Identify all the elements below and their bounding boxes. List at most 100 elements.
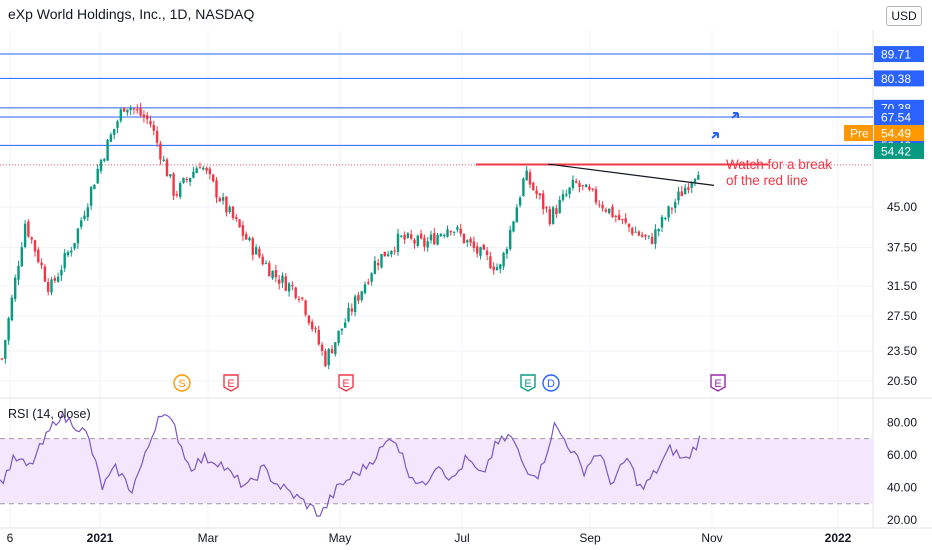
candle-body-28 xyxy=(93,184,96,190)
candle-body-17 xyxy=(56,276,60,282)
candle-189 xyxy=(624,213,627,225)
candle-body-136 xyxy=(449,230,452,233)
trend-line xyxy=(547,163,715,186)
candle-body-64 xyxy=(212,174,215,182)
candle-body-155 xyxy=(512,221,515,232)
candle-191 xyxy=(631,226,634,236)
time-tick-2: Mar xyxy=(198,531,219,545)
candle-105 xyxy=(347,302,350,323)
candle-body-42 xyxy=(139,107,142,116)
candle-body-7 xyxy=(23,223,27,247)
price-tick-2: 27.50 xyxy=(887,309,917,323)
candle-78 xyxy=(258,246,261,259)
candle-104 xyxy=(344,318,347,329)
candle-body-11 xyxy=(37,249,40,263)
candle-body-126 xyxy=(416,235,419,246)
candle-body-116 xyxy=(383,251,386,257)
candle-9 xyxy=(30,236,33,244)
candle-26 xyxy=(86,203,89,222)
candle-body-117 xyxy=(386,254,390,257)
candle-159 xyxy=(525,166,528,181)
candle-body-38 xyxy=(126,109,129,113)
candle-body-102 xyxy=(337,330,340,343)
axes: 20.50 23.50 27.50 31.50 37.50 45.00 6 2021 Mar Ma… xyxy=(7,200,918,545)
candle-33 xyxy=(109,132,113,143)
candle-95 xyxy=(314,326,317,334)
candle-112 xyxy=(370,272,373,286)
candle-75 xyxy=(248,236,251,242)
candle-body-132 xyxy=(436,235,439,245)
candle-160 xyxy=(528,169,532,189)
candle-18 xyxy=(60,265,63,281)
time-tick-3: May xyxy=(329,531,352,545)
candle-126 xyxy=(416,234,419,248)
event-marker-letter-0: S xyxy=(178,378,185,390)
candle-body-205 xyxy=(677,191,680,201)
candle-102 xyxy=(337,330,340,346)
candle-164 xyxy=(542,190,545,215)
candle-43 xyxy=(142,110,146,123)
candle-99 xyxy=(327,347,330,370)
candle-16 xyxy=(53,275,56,284)
candle-168 xyxy=(555,204,558,219)
candle-body-54 xyxy=(179,183,182,197)
candle-body-32 xyxy=(106,139,109,161)
rsi-tick-2: 40.00 xyxy=(887,480,917,494)
annotation-text: Watch for a break of the red line xyxy=(726,157,832,189)
candle-body-40 xyxy=(132,108,136,110)
candle-66 xyxy=(218,196,221,203)
candle-171 xyxy=(565,189,568,198)
candle-body-52 xyxy=(172,173,175,196)
candle-body-200 xyxy=(660,216,664,228)
candle-body-26 xyxy=(86,207,89,218)
candle-72 xyxy=(238,218,241,228)
candle-body-164 xyxy=(542,193,545,210)
candle-90 xyxy=(297,296,301,303)
candle-185 xyxy=(611,204,614,219)
candle-138 xyxy=(456,224,459,233)
candle-body-209 xyxy=(690,182,693,188)
candle-body-74 xyxy=(245,234,248,240)
candle-118 xyxy=(390,250,393,258)
candle-body-190 xyxy=(627,223,631,228)
candle-82 xyxy=(271,270,274,280)
last-price-badge xyxy=(874,143,924,159)
candle-body-172 xyxy=(568,187,571,195)
candle-body-33 xyxy=(109,134,113,142)
candle-207 xyxy=(683,184,687,195)
candle-body-77 xyxy=(254,247,258,255)
candle-124 xyxy=(410,229,413,241)
candle-100 xyxy=(330,345,334,354)
candle-20 xyxy=(66,250,70,258)
candle-55 xyxy=(182,177,185,184)
candle-101 xyxy=(334,342,337,357)
drawings xyxy=(476,112,768,186)
candle-body-46 xyxy=(152,124,155,131)
currency-selector[interactable]: USD xyxy=(886,6,922,26)
candle-186 xyxy=(614,214,617,223)
candle-body-65 xyxy=(215,180,218,198)
candle-body-210 xyxy=(693,179,697,184)
candle-body-173 xyxy=(571,179,575,189)
candle-57 xyxy=(188,177,192,187)
event-marker-shape-2 xyxy=(338,374,354,392)
candle-body-57 xyxy=(188,177,192,182)
candle-108 xyxy=(357,291,360,304)
candle-76 xyxy=(251,236,254,261)
candle-body-198 xyxy=(654,229,657,244)
candle-176 xyxy=(581,185,584,191)
candle-195 xyxy=(644,234,647,240)
candle-42 xyxy=(139,102,142,118)
candle-44 xyxy=(146,111,149,124)
candle-7 xyxy=(23,220,27,249)
candle-125 xyxy=(413,237,416,249)
candle-59 xyxy=(195,166,198,174)
candle-body-138 xyxy=(456,227,459,230)
candle-25 xyxy=(83,210,86,221)
candle-body-13 xyxy=(43,266,47,282)
candle-130 xyxy=(429,230,433,244)
candle-body-30 xyxy=(99,160,103,171)
candle-30 xyxy=(99,158,103,174)
